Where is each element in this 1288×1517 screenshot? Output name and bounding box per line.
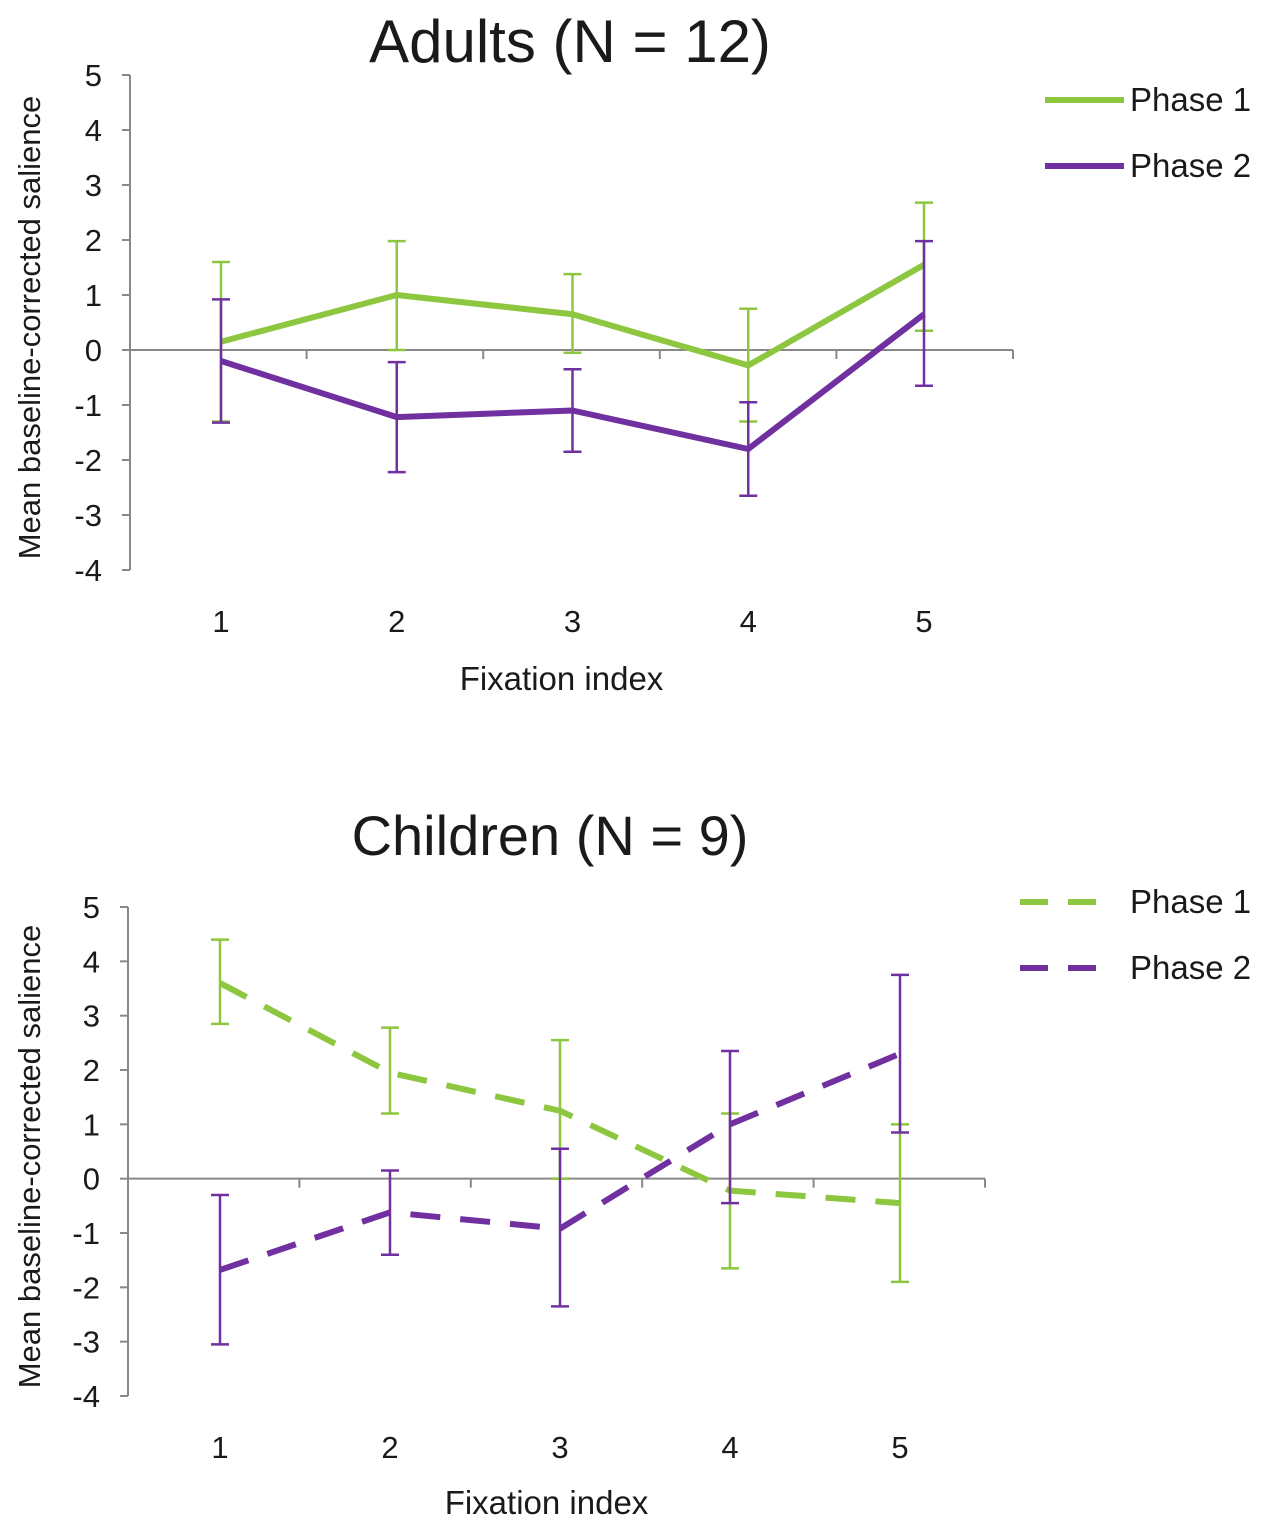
x-tick-label: 5 <box>915 604 932 639</box>
y-tick-label: 2 <box>85 223 102 258</box>
x-tick-label: 4 <box>721 1430 738 1465</box>
x-tick-label: 1 <box>211 1430 228 1465</box>
legend-label: Phase 1 <box>1130 81 1251 118</box>
legend: Phase 1 Phase 2 <box>1045 81 1251 184</box>
y-tick-label: 0 <box>85 333 102 368</box>
chart-title: Children (N = 9) <box>352 804 749 867</box>
y-tick-label: 3 <box>83 999 100 1034</box>
legend-label: Phase 2 <box>1130 147 1251 184</box>
y-tick-label: -1 <box>72 1216 100 1251</box>
y-axis-title: Mean baseline-corrected salience <box>12 925 47 1389</box>
y-tick-label: 3 <box>85 168 102 203</box>
chart-children: Children (N = 9) 5 4 3 2 1 0 -1 -2 -3 -4 1 2 3 4 5 Fixat… <box>12 804 1251 1517</box>
legend-label: Phase 1 <box>1130 883 1251 920</box>
y-axis-title: Mean baseline-corrected salience <box>12 96 47 560</box>
y-tick-label: 4 <box>83 944 100 979</box>
y-tick-label: -2 <box>74 443 102 478</box>
x-tick-label: 2 <box>388 604 405 639</box>
y-tick-label: 1 <box>83 1107 100 1142</box>
y-tick-label: -2 <box>72 1270 100 1305</box>
legend-label: Phase 2 <box>1130 949 1251 986</box>
x-tick-label: 1 <box>212 604 229 639</box>
y-tick-label: -3 <box>72 1325 100 1360</box>
y-tick-label: -1 <box>74 388 102 423</box>
y-tick-label: 4 <box>85 113 102 148</box>
y-tick-label: -4 <box>74 553 102 588</box>
y-tick-label: 2 <box>83 1053 100 1088</box>
y-tick-label: -4 <box>72 1379 100 1414</box>
x-axis-title: Fixation index <box>445 1484 649 1517</box>
y-tick-label: 5 <box>85 58 102 93</box>
x-axis-title: Fixation index <box>460 660 664 697</box>
y-tick-label: 5 <box>83 890 100 925</box>
chart-title: Adults (N = 12) <box>369 8 771 75</box>
legend: Phase 1 Phase 2 <box>1020 883 1251 986</box>
x-tick-label: 3 <box>564 604 581 639</box>
x-tick-label: 3 <box>551 1430 568 1465</box>
x-tick-label: 4 <box>740 604 757 639</box>
y-tick-label: 0 <box>83 1162 100 1197</box>
chart-adults: Adults (N = 12) 5 4 3 2 1 0 -1 -2 -3 -4 1 2 3 4 5 Fixati… <box>12 8 1251 697</box>
x-tick-label: 5 <box>891 1430 908 1465</box>
x-tick-label: 2 <box>381 1430 398 1465</box>
series-2 <box>211 973 909 1346</box>
y-tick-label: 1 <box>85 278 102 313</box>
y-tick-label: -3 <box>74 498 102 533</box>
series-2 <box>212 239 933 497</box>
